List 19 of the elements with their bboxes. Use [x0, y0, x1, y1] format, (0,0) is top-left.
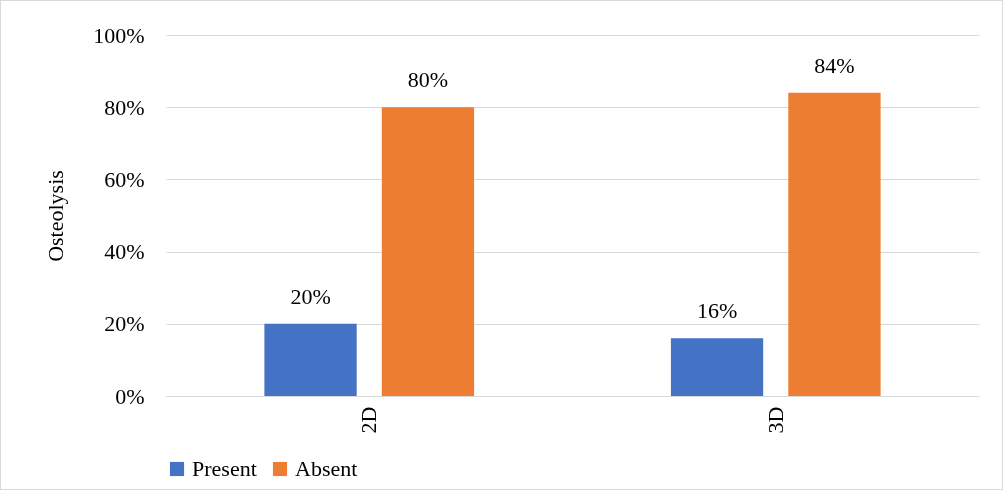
- legend-label: Present: [192, 456, 257, 481]
- y-tick-label: 80%: [104, 94, 145, 120]
- bar: [670, 338, 764, 396]
- bar: [381, 107, 475, 396]
- y-tick-label: 100%: [93, 22, 145, 48]
- bar: [264, 323, 357, 396]
- y-tick-label: 40%: [104, 239, 145, 265]
- y-tick-label: 60%: [104, 166, 145, 192]
- legend-label: Absent: [295, 456, 358, 481]
- x-tick-label: 3D: [762, 406, 788, 434]
- data-label: 80%: [407, 67, 449, 93]
- y-tick-label: 20%: [104, 311, 145, 337]
- data-label: 84%: [814, 52, 855, 78]
- data-label: 20%: [290, 283, 331, 309]
- x-tick-label: 2D: [356, 406, 382, 434]
- bar: [788, 92, 881, 396]
- data-label: 16%: [696, 298, 738, 324]
- y-tick-label: 0%: [115, 383, 145, 409]
- y-axis-title: Osteolysis: [43, 170, 69, 262]
